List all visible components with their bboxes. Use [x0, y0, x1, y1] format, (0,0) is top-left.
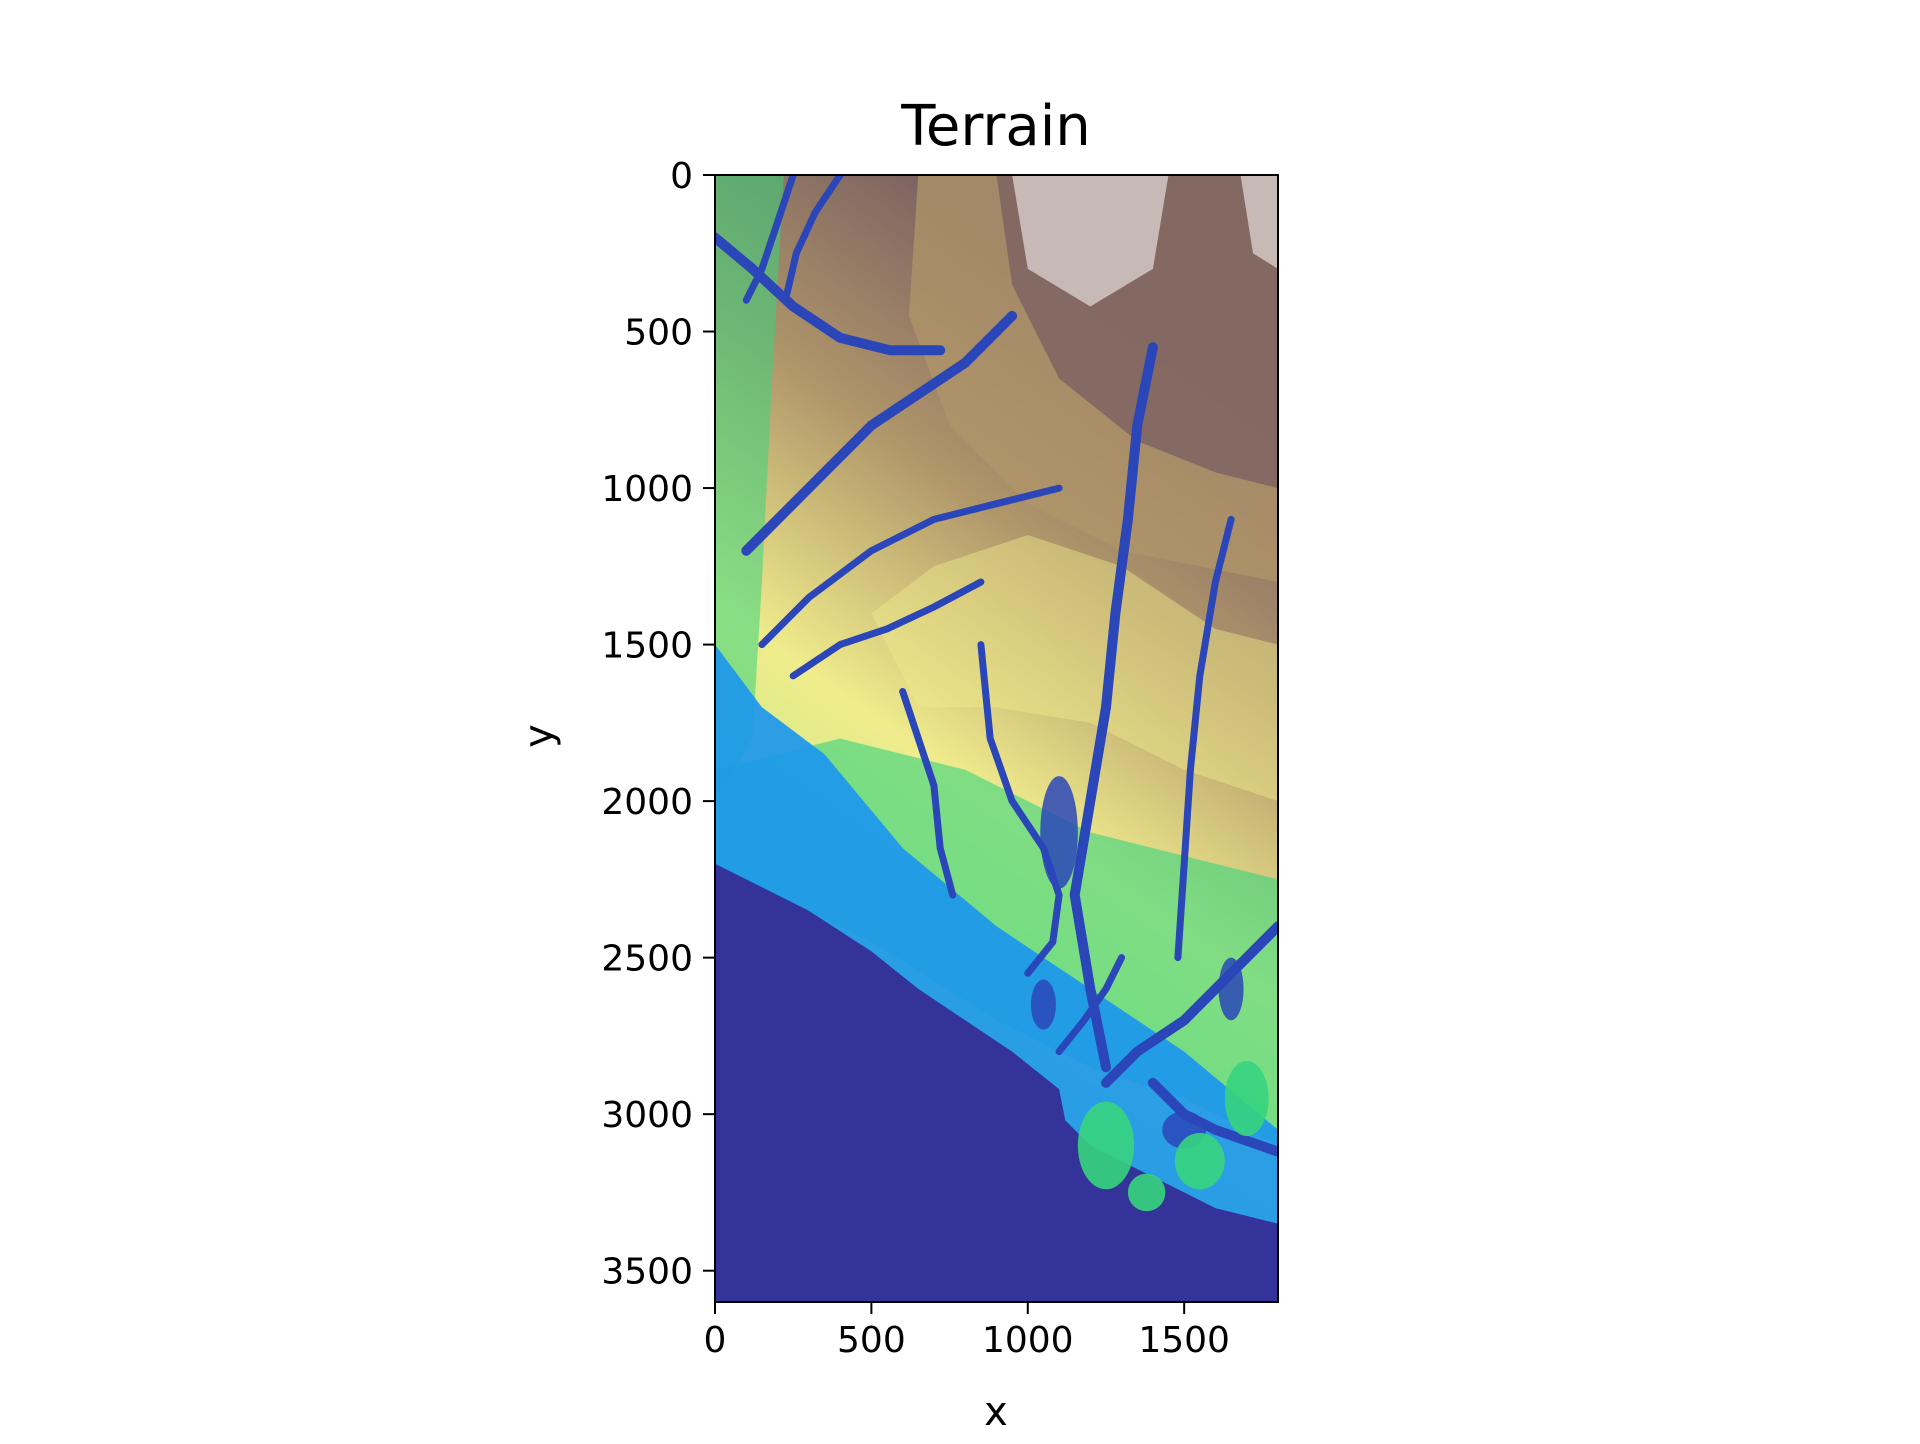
island-3 [1224, 1060, 1269, 1137]
x-tick-label: 1000 [982, 1320, 1074, 1361]
fjord-9 [1055, 954, 1126, 1056]
y-tick-label: 3000 [601, 1095, 693, 1136]
axes-frame [714, 174, 1279, 1303]
peak-region-2 [1240, 175, 1278, 269]
hills-band [871, 535, 1278, 802]
fjord-11 [1174, 515, 1235, 962]
x-axis-label: x [984, 1389, 1008, 1435]
y-tick-label: 0 [670, 156, 693, 197]
lake-2 [1030, 979, 1056, 1030]
western-lowland [715, 175, 784, 802]
x-axis-ticks: 0 500 1000 1500 [704, 1302, 1230, 1361]
y-tick-label: 3500 [601, 1252, 693, 1293]
x-tick-label: 500 [837, 1320, 906, 1361]
island-2 [1174, 1132, 1225, 1190]
fjord-5 [758, 484, 1063, 649]
island-1 [1077, 1101, 1135, 1190]
y-tick-label: 2000 [601, 782, 693, 823]
x-tick-label: 0 [704, 1320, 727, 1361]
chart-title: Terrain [900, 94, 1091, 159]
fjord-2 [742, 175, 797, 304]
fjord-4 [741, 310, 1018, 556]
fjord-7 [1069, 342, 1158, 1073]
y-tick-label: 1500 [601, 626, 693, 667]
y-axis-ticks: 0 500 1000 1500 2000 2500 3000 3500 [601, 156, 715, 1293]
y-tick-label: 1000 [601, 469, 693, 510]
fjord-6 [789, 578, 985, 680]
lake-1 [1040, 776, 1078, 889]
peak-region-1 [1012, 175, 1169, 307]
x-tick-label: 1500 [1138, 1320, 1230, 1361]
lake-3 [1218, 957, 1244, 1021]
fjord-1 [715, 232, 946, 356]
fjord-3 [783, 175, 844, 298]
y-axis-label: y [516, 724, 562, 748]
terrain-image [715, 175, 1278, 1302]
y-tick-label: 500 [624, 313, 693, 354]
y-tick-label: 2500 [601, 939, 693, 980]
fjord-10 [1101, 921, 1278, 1088]
fjord-12 [899, 688, 957, 899]
island-4 [1127, 1173, 1166, 1212]
